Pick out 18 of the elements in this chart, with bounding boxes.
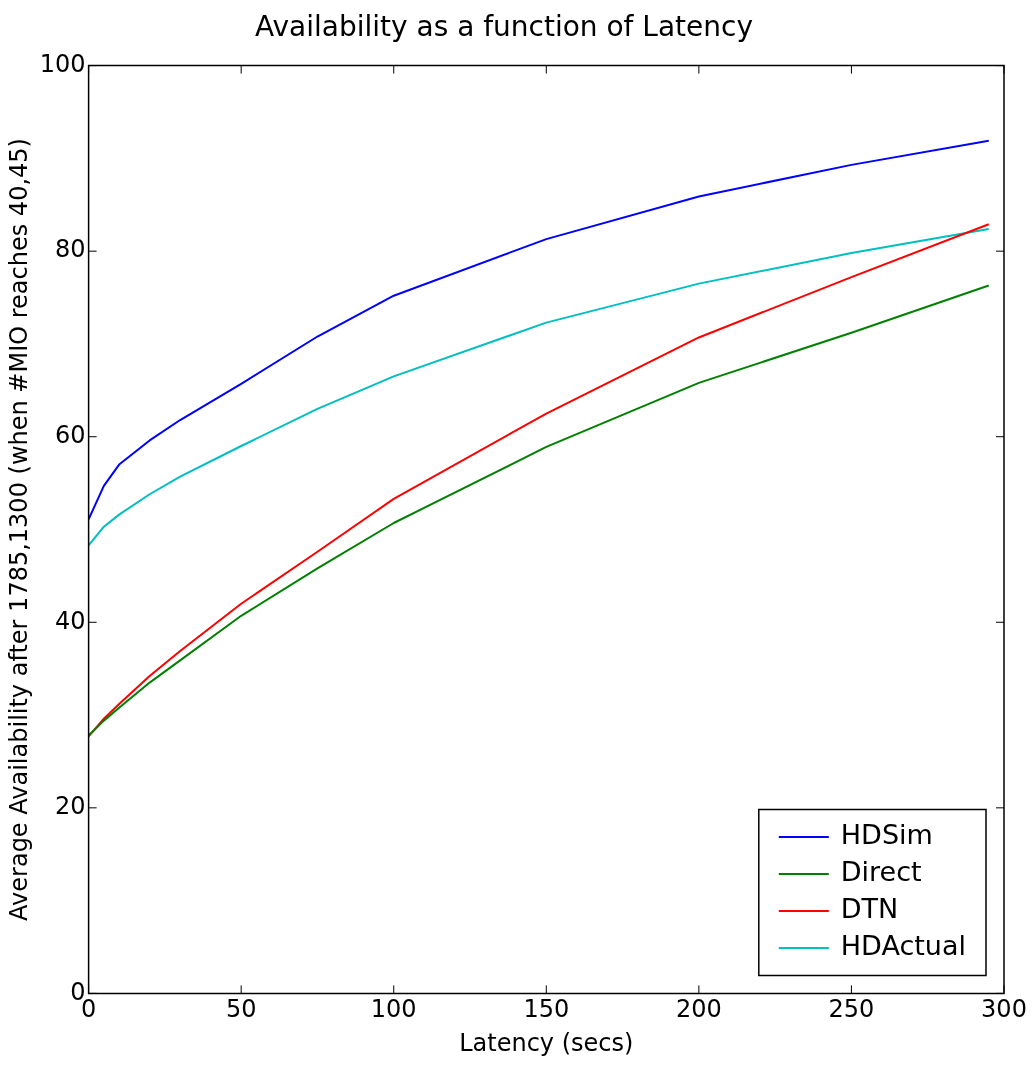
y-tick-label: 40 xyxy=(55,606,86,635)
x-tick-label: 300 xyxy=(981,995,1027,1024)
chart-title: Availability as a function of Latency xyxy=(254,10,754,44)
y-axis-title: Average Availability after 1785,1300 (when #MIO reaches 40,45) xyxy=(4,138,33,921)
legend-label: HDActual xyxy=(840,929,967,961)
y-tick-label: 80 xyxy=(55,235,86,264)
x-tick-label: 50 xyxy=(225,995,257,1024)
x-tick-label: 250 xyxy=(828,995,875,1024)
y-tick-label: 60 xyxy=(55,420,86,449)
x-axis-title: Latency (secs) xyxy=(459,1028,634,1057)
x-tick-label: 200 xyxy=(675,995,722,1024)
x-tick-label: 100 xyxy=(370,995,417,1024)
legend-label: DTN xyxy=(840,892,899,924)
x-tick-label: 150 xyxy=(523,995,570,1024)
y-tick-label: 100 xyxy=(39,49,86,78)
legend-label: Direct xyxy=(840,855,922,887)
legend-label: HDSim xyxy=(840,818,933,850)
y-tick-label: 20 xyxy=(55,792,86,821)
